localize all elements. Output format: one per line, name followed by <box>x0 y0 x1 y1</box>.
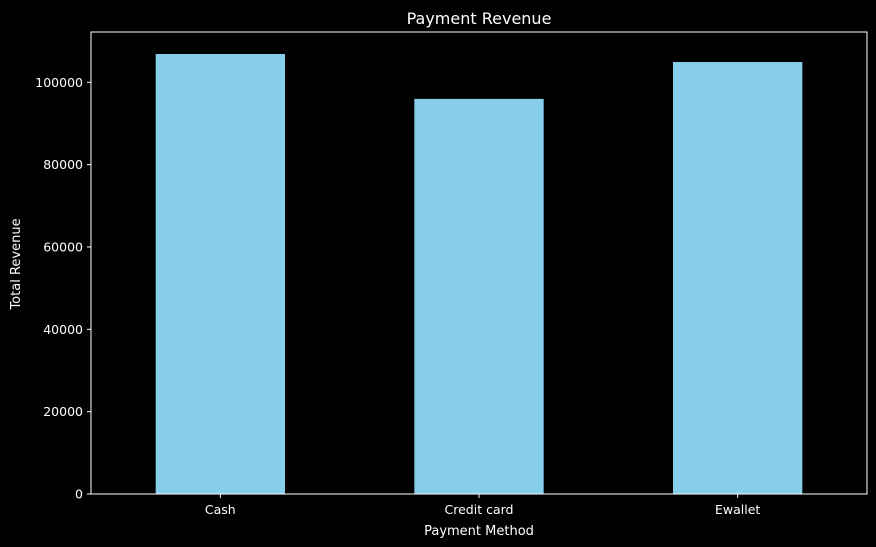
x-tick-label: Cash <box>205 502 236 517</box>
bar-cash <box>155 54 285 494</box>
plot-frame <box>90 31 868 495</box>
x-tick-label: Ewallet <box>715 502 760 517</box>
y-tick-label: 100000 <box>35 75 83 90</box>
y-tick-label: 40000 <box>43 322 83 337</box>
y-tick-label: 80000 <box>43 157 83 172</box>
bar-ewallet <box>673 62 803 494</box>
chart-title: Payment Revenue <box>407 9 552 28</box>
bars-group <box>155 54 803 495</box>
y-axis-label: Total Revenue <box>9 218 24 310</box>
x-axis-label: Payment Method <box>424 524 534 539</box>
x-ticks-group: Cash Credit card Ewallet <box>205 494 760 517</box>
y-tick-label: 20000 <box>43 404 83 419</box>
y-tick-label: 0 <box>75 487 83 502</box>
y-tick-label: 60000 <box>43 239 83 254</box>
y-ticks-group: 0 20000 40000 60000 80000 100000 <box>35 75 91 502</box>
bar-credit-card <box>414 98 544 495</box>
x-tick-label: Credit card <box>445 502 514 517</box>
